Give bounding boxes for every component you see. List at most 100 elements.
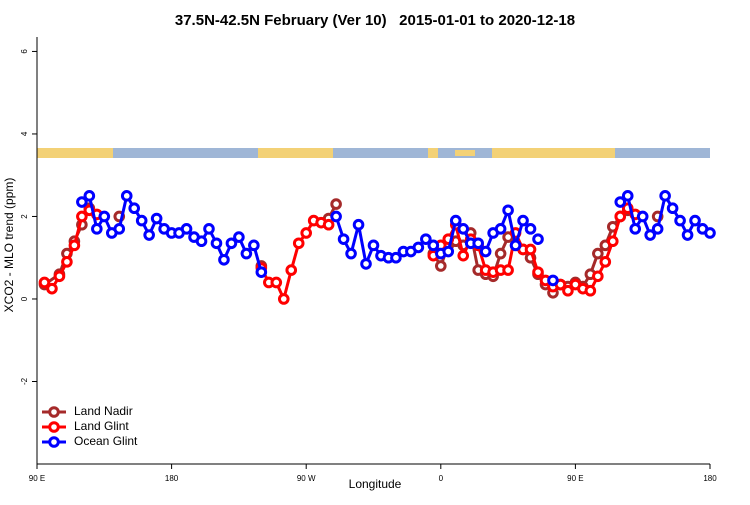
x-tick-label: 180 [165, 474, 179, 483]
point [599, 256, 612, 268]
x-tick-label: 0 [439, 474, 444, 483]
point [135, 214, 148, 227]
point [120, 190, 133, 202]
y-axis-label: XCO2 - MLO trend (ppm) [2, 178, 16, 313]
point [457, 249, 470, 262]
point [352, 218, 365, 231]
point [285, 264, 298, 276]
point [330, 198, 342, 210]
point [479, 245, 492, 258]
legend-marker [48, 406, 60, 418]
point [255, 266, 268, 278]
series [76, 190, 716, 287]
point [689, 214, 701, 227]
x-tick-label: 90 W [297, 474, 316, 483]
legend-marker [48, 436, 60, 448]
point [46, 282, 58, 295]
point [150, 212, 163, 225]
y-tick-label: 0 [20, 296, 29, 301]
chart-title: 37.5N-42.5N February (Ver 10) 2015-01-01… [175, 12, 575, 29]
point [547, 274, 559, 287]
point [53, 270, 66, 283]
point [292, 237, 305, 250]
land-strip [455, 150, 475, 156]
point [76, 196, 88, 208]
point [68, 239, 81, 252]
point [367, 239, 380, 252]
point [659, 190, 671, 202]
point [681, 229, 694, 241]
land-strip [428, 148, 438, 158]
point [614, 196, 627, 208]
point [704, 227, 716, 239]
point [592, 247, 604, 260]
point [210, 237, 223, 250]
point [83, 190, 96, 202]
y-tick-label: 4 [20, 131, 29, 136]
point [61, 256, 73, 268]
point [472, 237, 484, 250]
point [532, 233, 544, 245]
point [666, 202, 679, 215]
point [614, 210, 627, 223]
point [621, 190, 634, 202]
point [524, 223, 537, 235]
x-axis-label: Longitude [349, 477, 402, 491]
point [502, 264, 514, 276]
point [322, 218, 335, 231]
point [502, 204, 514, 217]
point [180, 223, 193, 235]
point [240, 247, 253, 260]
point [584, 284, 597, 297]
point [337, 233, 350, 245]
point [674, 214, 686, 227]
point [592, 270, 604, 283]
point [270, 276, 283, 289]
point [98, 210, 111, 223]
ocean-strip [37, 148, 710, 158]
point [412, 241, 425, 254]
x-tick-label: 90 E [567, 474, 583, 483]
point [494, 247, 507, 260]
point [277, 293, 290, 305]
point [442, 245, 455, 258]
point [420, 233, 432, 245]
point [248, 239, 260, 252]
point [360, 258, 372, 270]
point [218, 253, 230, 266]
point [143, 229, 155, 241]
x-tick-label: 180 [703, 474, 717, 483]
point [225, 237, 238, 250]
land-strip [258, 148, 333, 158]
point [427, 239, 440, 252]
legend-marker [48, 421, 60, 433]
point [113, 223, 126, 235]
land-strip [492, 148, 615, 158]
point [91, 223, 103, 235]
y-tick-label: 6 [20, 49, 29, 54]
point [195, 235, 208, 248]
point [435, 260, 447, 272]
point [449, 214, 462, 227]
point [233, 231, 245, 243]
point [457, 223, 470, 235]
point [38, 276, 51, 289]
point [330, 210, 342, 223]
point [629, 223, 642, 235]
point [636, 210, 649, 223]
point [203, 223, 215, 235]
y-tick-label: 2 [20, 214, 29, 219]
point [494, 223, 507, 235]
point [517, 214, 529, 227]
point [345, 247, 357, 260]
point [606, 235, 619, 248]
map-strip [37, 148, 710, 158]
land-strip [37, 148, 113, 158]
point [524, 243, 537, 256]
point [300, 227, 313, 239]
point [644, 229, 656, 241]
legend-label: Ocean Glint [74, 434, 138, 448]
point [76, 210, 88, 223]
